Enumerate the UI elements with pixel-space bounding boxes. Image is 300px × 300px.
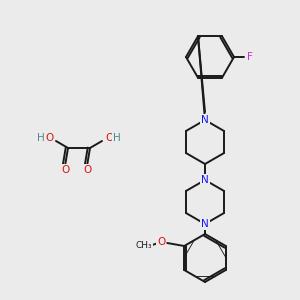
Text: CH₃: CH₃ bbox=[136, 242, 152, 250]
Text: F: F bbox=[247, 52, 253, 62]
Text: H: H bbox=[37, 133, 45, 143]
Text: N: N bbox=[201, 115, 209, 125]
Text: N: N bbox=[201, 219, 209, 229]
Text: H: H bbox=[113, 133, 121, 143]
Text: N: N bbox=[201, 175, 209, 185]
Text: O: O bbox=[105, 133, 113, 143]
Text: O: O bbox=[83, 165, 91, 175]
Text: O: O bbox=[157, 237, 165, 247]
Text: O: O bbox=[61, 165, 69, 175]
Text: O: O bbox=[45, 133, 53, 143]
